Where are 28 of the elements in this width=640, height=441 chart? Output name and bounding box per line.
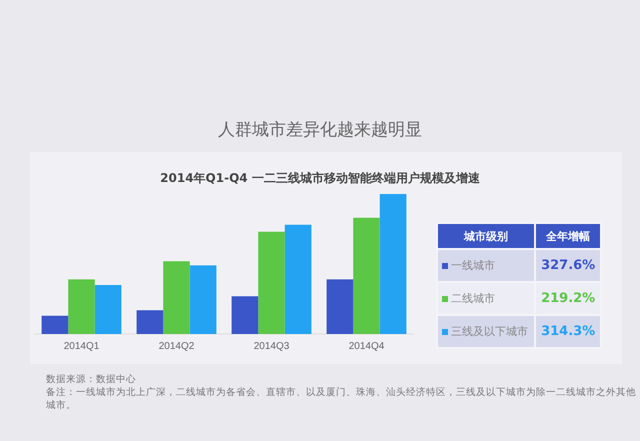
bar <box>380 194 406 334</box>
text: 219.2% <box>535 282 601 315</box>
legend-title: 城市级别 <box>437 223 536 249</box>
x-tick-label: 2014Q2 <box>158 340 195 352</box>
bar <box>42 316 68 334</box>
bar <box>163 261 190 334</box>
x-tick-label: 2014Q3 <box>254 340 290 352</box>
text: 全年增幅 <box>535 223 601 249</box>
legend-label: 一线城市 <box>437 249 536 282</box>
source-note: 数据来源：数据中心 <box>46 373 137 386</box>
bar <box>258 232 285 334</box>
bar <box>232 296 258 334</box>
bar <box>68 279 95 334</box>
x-tick-label: 2014Q4 <box>348 340 385 352</box>
chart-title: 人群城市差异化越来越明显 <box>217 119 423 141</box>
bar <box>353 218 380 334</box>
bar <box>94 285 122 334</box>
text: 备注：一线城市为北上广深，二线城市为各省会、直辖市、以及厦门、珠海、汕头经济特区，三线及以下城市为除一二线城市之外其他城市。 <box>46 386 637 412</box>
bar <box>190 265 216 334</box>
bar <box>326 279 354 334</box>
text: 314.3% <box>535 315 601 348</box>
x-tick-label: 2014Q1 <box>64 340 100 352</box>
text: 327.6% <box>535 249 601 282</box>
bar <box>136 310 164 334</box>
chart-subtitle: 2014年Q1-Q4 一二三线城市移动智能终端用户规模及增速 <box>159 170 481 187</box>
legend-label: 二线城市 <box>437 282 536 315</box>
legend-label: 三线及以下城市 <box>437 315 536 348</box>
bar <box>284 224 312 334</box>
